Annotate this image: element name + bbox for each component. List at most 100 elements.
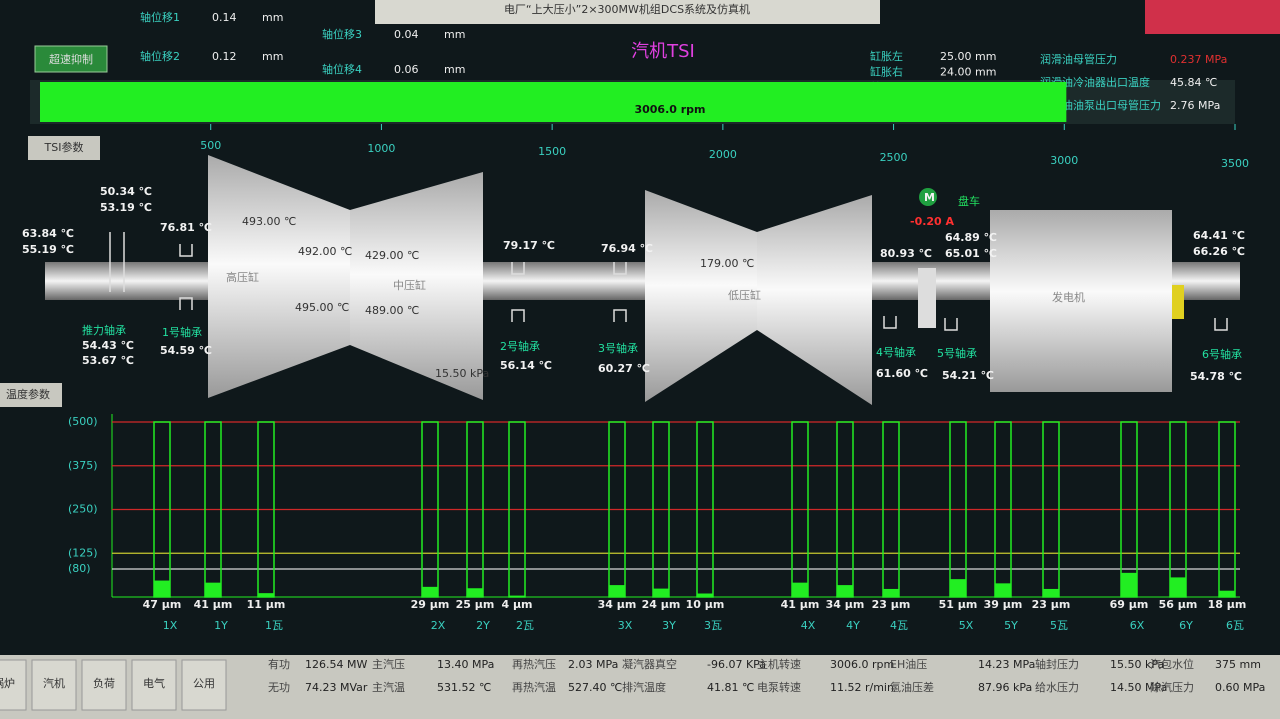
status-label: 主汽压	[372, 657, 405, 671]
status-value: 3006.0 rpm	[830, 658, 894, 671]
diagram-label: 492.00 ℃	[298, 245, 352, 258]
axial-label: 轴位移3	[322, 27, 362, 41]
diagram-label: 53.19 ℃	[100, 201, 152, 214]
value-label: 41 μm	[781, 598, 820, 611]
diagram-label: 80.93 ℃	[880, 247, 932, 260]
axial-label: 轴位移4	[322, 62, 362, 76]
bar	[205, 582, 221, 597]
temp-button[interactable]	[0, 383, 62, 407]
bar	[1219, 590, 1235, 597]
diagram-label: M	[924, 191, 935, 204]
diagram-label: 15.50 kPa	[435, 367, 489, 380]
status-value: 14.50 MPa	[1110, 681, 1167, 694]
x-tick-label: 6瓦	[1226, 619, 1244, 632]
x-tick-label: 1Y	[214, 619, 228, 632]
lp-cylinder-a	[645, 190, 757, 402]
status-label: 排汽温度	[622, 680, 666, 694]
diagram-label: 1号轴承	[162, 325, 202, 339]
status-label: 轴封压力	[1035, 657, 1079, 671]
status-value: 2.03 MPa	[568, 658, 618, 671]
nav-button[interactable]	[31, 659, 77, 711]
diagram-label: 54.78 ℃	[1190, 370, 1242, 383]
axial-label: 轴位移2	[140, 49, 180, 63]
diagram-label: 2号轴承	[500, 339, 540, 353]
y-tick-label: (125)	[68, 546, 98, 559]
speed-tick-label: 2500	[880, 151, 908, 164]
value-label: 51 μm	[939, 598, 978, 611]
status-label: 除汽压力	[1150, 680, 1194, 694]
x-tick-label: 4X	[801, 619, 816, 632]
nav-button-label[interactable]: 负荷	[93, 676, 115, 690]
status-value: 527.40 ℃	[568, 681, 622, 694]
x-tick-label: 5X	[959, 619, 974, 632]
speed-tick-label: 3000	[1050, 154, 1078, 167]
axial-unit: mm	[262, 50, 283, 63]
expansion-label: 缸胀左	[870, 49, 903, 63]
axial-value: 0.14	[212, 11, 237, 24]
nav-button-label[interactable]: 锅炉	[0, 677, 15, 690]
window-title: 电厂“上大压小”2×300MW机组DCS系统及仿真机	[504, 2, 750, 16]
temp-button-label[interactable]: 温度参数	[6, 387, 50, 401]
overspeed-button[interactable]	[34, 45, 108, 73]
oil-value: 45.84 ℃	[1170, 76, 1217, 89]
x-tick-label: 2瓦	[516, 619, 534, 632]
x-tick-label: 5Y	[1004, 619, 1018, 632]
status-label: 电泵转速	[757, 680, 801, 694]
nav-button-label[interactable]: 公用	[193, 677, 215, 690]
status-value: 531.52 ℃	[437, 681, 491, 694]
diagram-label: 65.01 ℃	[945, 247, 997, 260]
status-label: 主汽温	[372, 680, 405, 694]
nav-button[interactable]	[131, 659, 177, 711]
nav-button[interactable]	[81, 659, 127, 711]
diagram-label: 54.43 ℃	[82, 339, 134, 352]
status-label: 汽包水位	[1150, 657, 1194, 671]
speed-tick-label: 3500	[1221, 157, 1249, 170]
x-tick-label: 3瓦	[704, 619, 722, 632]
oil-label: 润滑油母管压力	[1040, 52, 1117, 66]
diagram-label: 5号轴承	[937, 346, 977, 360]
status-label: 主机转速	[757, 657, 801, 671]
x-tick-label: 6X	[1130, 619, 1145, 632]
nav-button-label[interactable]: 汽机	[43, 676, 65, 690]
status-label: EH油压	[890, 657, 927, 671]
diagram-label: 54.59 ℃	[160, 344, 212, 357]
oil-value: 2.76 MPa	[1170, 99, 1220, 112]
status-value: 0.60 MPa	[1215, 681, 1265, 694]
motor-icon	[919, 188, 937, 206]
value-label: 11 μm	[247, 598, 286, 611]
nav-button[interactable]	[181, 659, 227, 711]
value-label: 23 μm	[872, 598, 911, 611]
status-label: 氢油压差	[890, 680, 934, 694]
bar	[258, 593, 274, 597]
bar	[653, 588, 669, 597]
bar	[697, 593, 713, 597]
value-label: 4 μm	[501, 598, 532, 611]
status-label: 凝汽器真空	[622, 657, 677, 671]
x-tick-label: 4Y	[846, 619, 860, 632]
value-label: 34 μm	[598, 598, 637, 611]
tsi-button-label[interactable]: TSI参数	[44, 140, 84, 154]
coupling	[918, 268, 936, 328]
diagram-label: 4号轴承	[876, 345, 916, 359]
diagram-label: 76.94 ℃	[601, 242, 653, 255]
tsi-button[interactable]	[28, 136, 100, 160]
x-tick-label: 3X	[618, 619, 633, 632]
bar	[837, 585, 853, 597]
axial-unit: mm	[444, 28, 465, 41]
overspeed-button-label[interactable]: 超速抑制	[49, 52, 93, 66]
value-label: 41 μm	[194, 598, 233, 611]
speed-tick-label: 1500	[538, 145, 566, 158]
diagram-label: 6号轴承	[1202, 347, 1242, 361]
speed-tick-label: 500	[200, 139, 221, 152]
value-label: 24 μm	[642, 598, 681, 611]
diagram-label: 发电机	[1052, 290, 1085, 304]
nav-button-label[interactable]: 电气	[143, 676, 165, 690]
y-tick-label: (250)	[68, 503, 98, 516]
value-label: 39 μm	[984, 598, 1023, 611]
status-value: 11.52 r/min	[830, 681, 894, 694]
x-tick-label: 6Y	[1179, 619, 1193, 632]
bar	[950, 579, 966, 597]
nav-button[interactable]	[0, 659, 27, 711]
x-tick-label: 1X	[163, 619, 178, 632]
screen-title: 汽机TSI	[631, 41, 695, 62]
